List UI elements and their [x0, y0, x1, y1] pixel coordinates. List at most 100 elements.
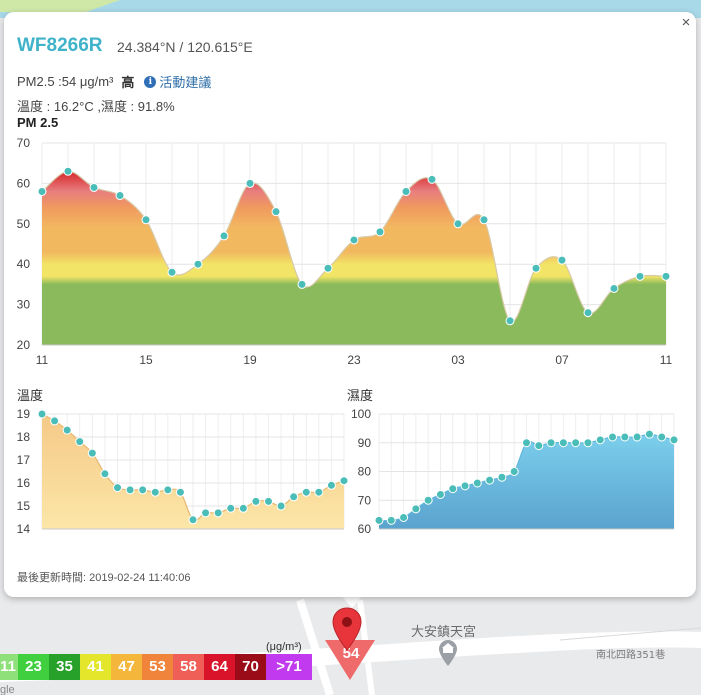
data-point[interactable] [301, 487, 311, 497]
data-point[interactable] [472, 478, 482, 488]
data-point[interactable] [571, 438, 581, 448]
data-point[interactable] [326, 480, 336, 490]
data-point[interactable] [314, 487, 324, 497]
data-point[interactable] [75, 437, 85, 447]
data-point[interactable] [644, 429, 654, 439]
data-point[interactable] [423, 495, 433, 505]
data-point[interactable] [448, 484, 458, 494]
data-point[interactable] [558, 438, 568, 448]
data-point[interactable] [37, 186, 47, 196]
data-point[interactable] [669, 435, 679, 445]
data-point[interactable] [150, 487, 160, 497]
data-point[interactable] [375, 227, 385, 237]
data-point[interactable] [534, 441, 544, 451]
data-point[interactable] [193, 259, 203, 269]
data-point[interactable] [411, 504, 421, 514]
data-point[interactable] [238, 503, 248, 513]
pm25-chart[interactable]: 20 30 40 50 60 70 11 15 19 23 03 07 11 [4, 12, 696, 372]
popup-pointer [340, 594, 364, 608]
data-point[interactable] [557, 255, 567, 265]
data-point[interactable] [100, 469, 110, 479]
data-point[interactable] [609, 283, 619, 293]
data-point[interactable] [251, 496, 261, 506]
data-point[interactable] [509, 467, 519, 476]
data-point[interactable] [201, 508, 211, 518]
data-point[interactable] [479, 215, 489, 225]
data-point[interactable] [485, 475, 495, 485]
temperature-chart[interactable]: 14 15 16 17 18 19 [4, 12, 696, 552]
data-point[interactable] [399, 513, 409, 522]
y-tick-label: 16 [17, 476, 31, 490]
info-icon[interactable]: i [144, 75, 157, 88]
data-point[interactable] [632, 432, 642, 442]
data-point[interactable] [62, 425, 72, 435]
data-point[interactable] [271, 207, 281, 217]
data-point[interactable] [339, 476, 349, 486]
data-point[interactable] [608, 432, 618, 442]
data-point[interactable] [87, 448, 97, 458]
temperature-chart-title: 溫度 [17, 388, 44, 403]
series-area [42, 414, 344, 529]
legend-cell: 47 [111, 654, 142, 680]
data-point[interactable] [427, 174, 437, 184]
data-point[interactable] [113, 483, 122, 493]
data-point[interactable] [460, 481, 470, 491]
activity-advice-link[interactable]: 活動建議 [159, 75, 212, 90]
legend-cell: 11 [0, 654, 18, 680]
y-tick-label: 20 [17, 338, 31, 352]
data-point[interactable] [635, 271, 645, 281]
data-point[interactable] [620, 432, 630, 442]
data-point[interactable] [125, 485, 135, 495]
weather-reading: 溫度 : 16.2°C ,濕度 : 91.8% [17, 99, 175, 114]
data-point[interactable] [276, 501, 286, 511]
data-point[interactable] [531, 263, 541, 273]
data-point[interactable] [297, 279, 307, 289]
data-point[interactable] [386, 515, 396, 525]
y-tick-label: 100 [351, 407, 371, 421]
data-point[interactable] [63, 166, 73, 176]
close-button[interactable]: × [681, 14, 691, 31]
data-point[interactable] [583, 308, 593, 318]
series-area [379, 434, 674, 529]
data-point[interactable] [245, 178, 255, 188]
y-tick-label: 70 [17, 136, 31, 150]
data-point[interactable] [89, 182, 99, 192]
map-road-label: 南北四路351巷 [596, 650, 666, 661]
data-point[interactable] [497, 472, 507, 482]
legend-cell: 23 [18, 654, 49, 680]
data-point[interactable] [37, 409, 47, 419]
data-point[interactable] [401, 186, 411, 196]
data-point[interactable] [453, 219, 463, 229]
data-point[interactable] [115, 191, 125, 201]
data-point[interactable] [661, 271, 671, 281]
data-point[interactable] [50, 416, 60, 426]
legend-cell: 35 [49, 654, 80, 680]
data-point[interactable] [264, 496, 273, 506]
data-point[interactable] [522, 438, 531, 448]
data-point[interactable] [374, 515, 384, 525]
data-point[interactable] [188, 515, 198, 525]
data-point[interactable] [546, 438, 556, 448]
data-point[interactable] [505, 316, 515, 326]
data-point[interactable] [213, 508, 223, 518]
y-tick-label: 50 [17, 217, 31, 231]
data-point[interactable] [657, 432, 667, 442]
data-point[interactable] [435, 490, 445, 499]
data-point[interactable] [349, 235, 359, 245]
data-point[interactable] [163, 485, 173, 495]
location-pin-icon[interactable] [331, 607, 363, 651]
y-tick-label: 15 [17, 499, 31, 513]
data-point[interactable] [219, 231, 229, 241]
data-point[interactable] [167, 267, 177, 277]
pm-value: PM2.5 :54 μg/m³ [17, 74, 114, 89]
data-point[interactable] [323, 263, 333, 273]
humidity-chart[interactable]: 60 70 80 90 100 [4, 12, 696, 552]
data-point[interactable] [175, 487, 185, 497]
data-point[interactable] [595, 435, 605, 445]
data-point[interactable] [583, 438, 593, 448]
data-point[interactable] [141, 215, 151, 225]
data-point[interactable] [289, 492, 299, 502]
data-point[interactable] [226, 503, 236, 513]
data-point[interactable] [138, 485, 148, 495]
x-tick-label: 15 [139, 353, 153, 367]
